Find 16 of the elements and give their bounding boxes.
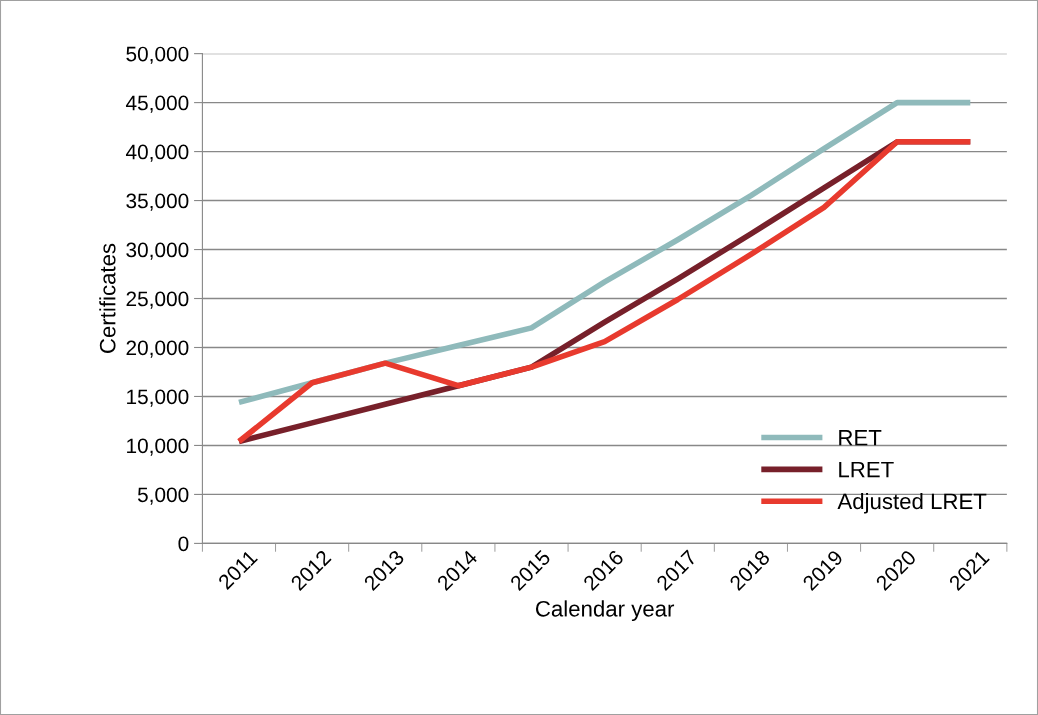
legend-label: LRET xyxy=(839,461,894,478)
y-tick-label: 10,000 xyxy=(127,438,189,456)
legend-label: RET xyxy=(839,430,882,446)
y-tick-label: 25,000 xyxy=(126,291,189,309)
x-axis-title: Calendar year xyxy=(535,600,675,622)
legend-label: Adjusted LRET xyxy=(837,492,987,514)
y-tick-label: 15,000 xyxy=(127,389,189,407)
y-tick-label: 50,000 xyxy=(126,46,189,64)
y-tick-label: 40,000 xyxy=(125,144,189,162)
y-axis-title: Certificates xyxy=(99,243,116,353)
y-tick-label: 0 xyxy=(178,536,189,552)
y-tick-label: 20,000 xyxy=(126,340,189,358)
y-tick-label: 45,000 xyxy=(125,95,189,113)
y-tick-label: 30,000 xyxy=(126,242,189,260)
y-tick-label: 5,000 xyxy=(137,487,189,505)
y-tick-label: 35,000 xyxy=(126,193,189,211)
